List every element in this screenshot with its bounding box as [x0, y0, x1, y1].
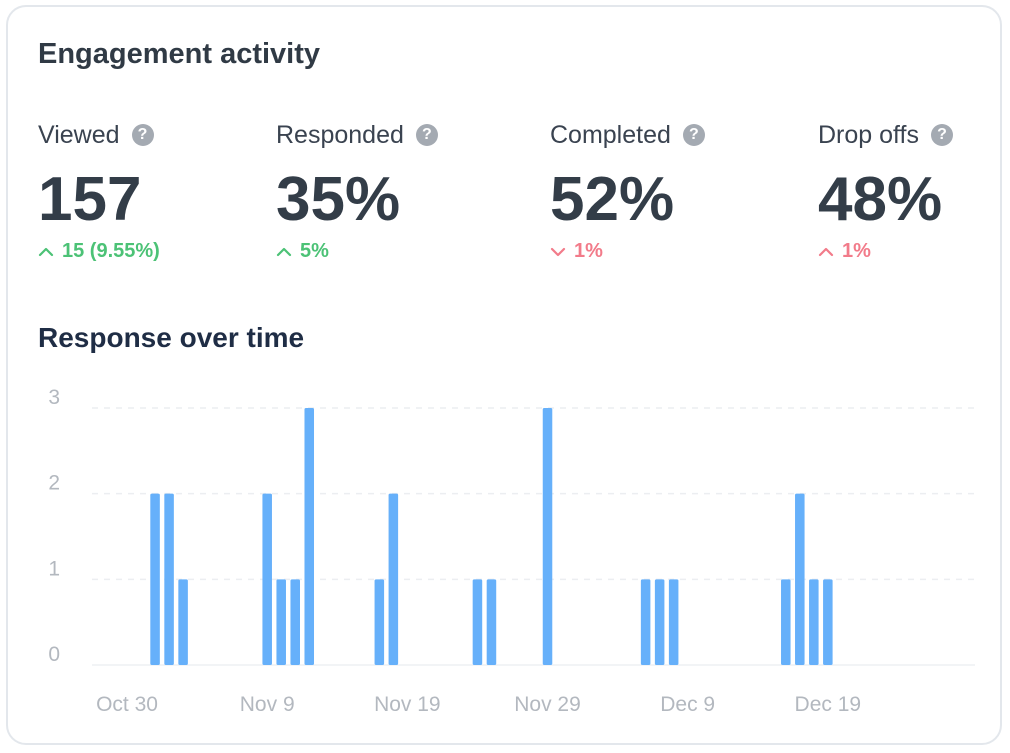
metric-label-row: Responded?	[276, 116, 438, 154]
bar	[178, 579, 188, 665]
bar	[374, 579, 385, 665]
x-tick-label: Nov 19	[374, 693, 441, 716]
metric-change: 1%	[818, 240, 953, 263]
bar	[164, 493, 174, 665]
x-tick-label: Dec 19	[795, 693, 862, 716]
chevron-up-icon	[818, 245, 834, 259]
bar	[262, 493, 272, 665]
bar	[472, 579, 483, 665]
metric-change-text: 1%	[574, 240, 603, 262]
metric-label-row: Viewed?	[38, 116, 160, 154]
bar	[486, 579, 497, 665]
bar	[388, 493, 399, 665]
bar	[304, 408, 315, 665]
bar	[290, 579, 300, 665]
metric-drop-offs: Drop offs? 48% 1%	[818, 116, 953, 263]
y-tick-label: 2	[48, 472, 60, 495]
metric-label: Completed	[550, 120, 671, 149]
bar	[668, 579, 679, 665]
metric-label-row: Drop offs?	[818, 116, 953, 154]
bar	[276, 579, 286, 665]
metric-change-text: 1%	[842, 240, 871, 262]
metric-value: 52%	[550, 165, 675, 234]
metric-label: Responded	[276, 120, 404, 149]
bar	[823, 579, 833, 665]
x-tick-label: Oct 30	[96, 693, 158, 716]
metric-change-text: 15 (9.55%)	[62, 240, 160, 262]
x-tick-label: Nov 29	[514, 693, 581, 716]
metric-change: 1%	[550, 240, 705, 263]
help-icon[interactable]: ?	[930, 124, 953, 146]
bar	[809, 579, 819, 665]
bar	[795, 493, 805, 665]
bar	[542, 408, 553, 665]
metric-value: 35%	[276, 165, 401, 234]
x-tick-label: Nov 9	[240, 693, 295, 716]
metric-label: Viewed	[38, 120, 120, 149]
chevron-down-icon	[550, 245, 566, 259]
metric-viewed: Viewed? 157 15 (9.55%)	[38, 116, 160, 263]
metric-change: 5%	[276, 240, 438, 263]
bar	[150, 493, 160, 665]
bar	[640, 579, 651, 665]
metric-responded: Responded? 35% 5%	[276, 116, 438, 263]
x-tick-label: Dec 9	[660, 693, 715, 716]
card-title: Engagement activity	[38, 38, 321, 70]
chart-title: Response over time	[38, 322, 305, 353]
bar	[654, 579, 665, 665]
y-tick-label: 0	[48, 643, 60, 666]
bar	[781, 579, 791, 665]
chevron-up-icon	[276, 245, 292, 259]
metric-change: 15 (9.55%)	[38, 240, 160, 263]
help-icon[interactable]: ?	[131, 124, 154, 146]
metric-value: 48%	[818, 165, 943, 234]
help-icon[interactable]: ?	[415, 124, 438, 146]
metric-value: 157	[38, 165, 142, 234]
metric-completed: Completed? 52% 1%	[550, 116, 705, 263]
y-tick-label: 3	[48, 386, 60, 409]
help-icon[interactable]: ?	[682, 124, 705, 146]
y-tick-label: 1	[48, 557, 60, 580]
metric-change-text: 5%	[300, 240, 329, 262]
chevron-up-icon	[38, 245, 54, 259]
metric-label: Drop offs	[818, 120, 919, 149]
metric-label-row: Completed?	[550, 116, 705, 154]
